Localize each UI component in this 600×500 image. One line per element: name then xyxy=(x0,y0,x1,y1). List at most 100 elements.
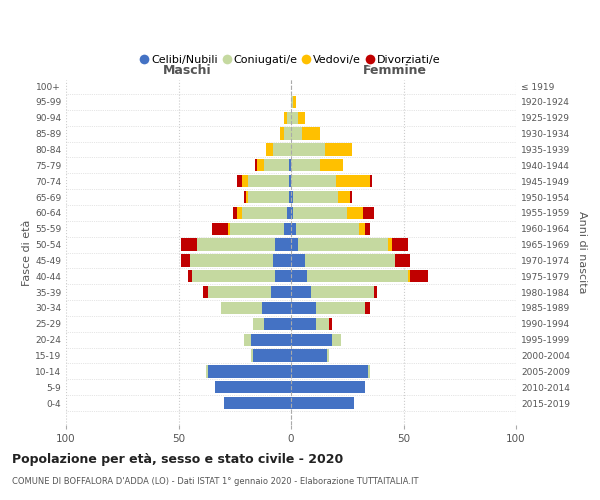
Bar xyxy=(289,175,291,188)
Bar xyxy=(246,191,248,203)
Bar xyxy=(408,270,410,282)
Bar xyxy=(302,128,320,140)
Text: Popolazione per età, sesso e stato civile - 2020: Popolazione per età, sesso e stato civil… xyxy=(12,452,343,466)
Bar xyxy=(262,302,291,314)
Bar xyxy=(325,144,352,156)
Bar xyxy=(374,286,377,298)
Bar xyxy=(367,365,370,378)
Bar xyxy=(329,318,331,330)
Bar xyxy=(187,270,192,282)
Bar xyxy=(395,254,410,266)
Bar xyxy=(289,191,291,203)
Y-axis label: Anni di nascita: Anni di nascita xyxy=(577,211,587,294)
Bar xyxy=(287,206,291,219)
Bar xyxy=(280,128,284,140)
Bar xyxy=(349,191,352,203)
Bar xyxy=(271,286,291,298)
Bar xyxy=(365,222,370,235)
Bar xyxy=(230,222,284,235)
Legend: Celibi/Nubili, Coniugati/e, Vedovi/e, Divorziati/e: Celibi/Nubili, Coniugati/e, Vedovi/e, Di… xyxy=(138,51,444,68)
Bar xyxy=(266,144,273,156)
Bar xyxy=(291,191,293,203)
Bar xyxy=(311,286,374,298)
Bar xyxy=(291,112,298,124)
Bar xyxy=(291,159,320,172)
Bar xyxy=(307,270,408,282)
Bar xyxy=(273,144,291,156)
Bar xyxy=(284,222,291,235)
Bar xyxy=(305,254,395,266)
Bar xyxy=(215,381,291,394)
Bar xyxy=(203,286,208,298)
Bar xyxy=(257,159,264,172)
Bar xyxy=(221,302,262,314)
Bar xyxy=(264,159,289,172)
Bar xyxy=(392,238,408,251)
Bar xyxy=(284,128,291,140)
Bar xyxy=(284,112,287,124)
Bar xyxy=(331,334,341,346)
Bar xyxy=(190,254,273,266)
Bar xyxy=(181,238,197,251)
Bar xyxy=(291,222,296,235)
Bar xyxy=(291,96,293,108)
Bar xyxy=(291,206,293,219)
Bar xyxy=(291,350,327,362)
Bar xyxy=(316,302,365,314)
Bar xyxy=(251,350,253,362)
Bar xyxy=(298,238,388,251)
Bar xyxy=(338,191,349,203)
Bar xyxy=(197,238,275,251)
Bar xyxy=(291,397,354,409)
Bar xyxy=(298,112,305,124)
Bar xyxy=(291,286,311,298)
Bar xyxy=(253,318,264,330)
Bar xyxy=(248,191,289,203)
Bar xyxy=(241,206,287,219)
Bar xyxy=(264,318,291,330)
Bar xyxy=(291,270,307,282)
Text: COMUNE DI BOFFALORA D'ADDA (LO) - Dati ISTAT 1° gennaio 2020 - Elaborazione TUTT: COMUNE DI BOFFALORA D'ADDA (LO) - Dati I… xyxy=(12,478,419,486)
Bar xyxy=(291,175,336,188)
Bar xyxy=(237,175,241,188)
Bar xyxy=(336,175,370,188)
Bar xyxy=(251,334,291,346)
Bar xyxy=(347,206,363,219)
Bar xyxy=(244,334,251,346)
Bar xyxy=(244,191,246,203)
Bar xyxy=(289,159,291,172)
Bar xyxy=(327,350,329,362)
Bar xyxy=(293,206,347,219)
Bar xyxy=(291,318,316,330)
Bar xyxy=(291,365,367,378)
Bar xyxy=(205,365,208,378)
Bar xyxy=(275,270,291,282)
Bar xyxy=(273,254,291,266)
Bar xyxy=(287,112,291,124)
Bar xyxy=(228,222,230,235)
Bar xyxy=(248,175,289,188)
Bar xyxy=(291,254,305,266)
Bar xyxy=(410,270,428,282)
Bar xyxy=(363,206,374,219)
Bar xyxy=(223,397,291,409)
Bar xyxy=(233,206,237,219)
Bar xyxy=(237,206,241,219)
Bar xyxy=(253,350,291,362)
Bar xyxy=(291,381,365,394)
Bar xyxy=(370,175,372,188)
Text: Maschi: Maschi xyxy=(163,64,212,76)
Bar xyxy=(359,222,365,235)
Y-axis label: Fasce di età: Fasce di età xyxy=(22,220,32,286)
Bar xyxy=(275,238,291,251)
Bar xyxy=(291,334,331,346)
Bar xyxy=(192,270,275,282)
Bar xyxy=(255,159,257,172)
Bar xyxy=(241,175,248,188)
Bar xyxy=(293,96,296,108)
Bar xyxy=(365,302,370,314)
Bar xyxy=(296,222,359,235)
Bar xyxy=(181,254,190,266)
Text: Femmine: Femmine xyxy=(362,64,427,76)
Bar xyxy=(316,318,329,330)
